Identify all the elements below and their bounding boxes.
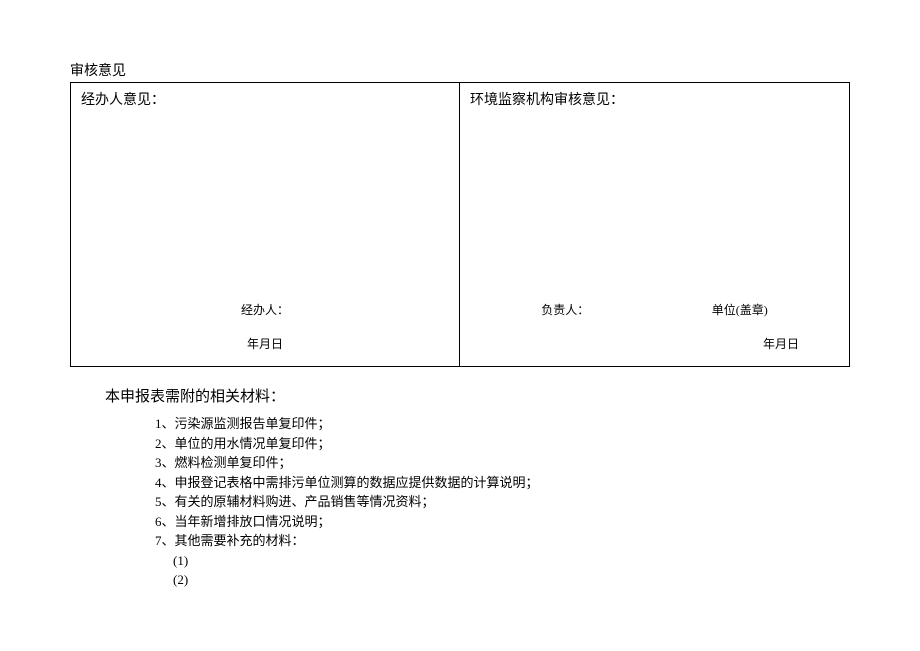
list-item: 5、有关的原辅材料购进、产品销售等情况资料； xyxy=(155,492,850,512)
handler-signature-row: 经办人： xyxy=(71,301,459,318)
agency-signer-label: 负责人： xyxy=(541,301,589,318)
list-item: 4、申报登记表格中需排污单位测算的数据应提供数据的计算说明； xyxy=(155,473,850,493)
section-title: 审核意见 xyxy=(70,60,850,80)
handler-signer-label: 经办人： xyxy=(241,301,289,318)
list-sub-item: (1) xyxy=(155,551,850,571)
handler-date: 年月日 xyxy=(71,335,459,352)
review-cell-handler: 经办人意见： 经办人： 年月日 xyxy=(71,83,460,366)
list-item: 3、燃料检测单复印件； xyxy=(155,453,850,473)
review-table: 经办人意见： 经办人： 年月日 环境监察机构审核意见： 负责人： 单位(盖章) … xyxy=(70,82,850,367)
agency-stamp-label: 单位(盖章) xyxy=(712,301,768,318)
list-item: 6、当年新增排放口情况说明； xyxy=(155,512,850,532)
list-item: 1、污染源监测报告单复印件； xyxy=(155,414,850,434)
materials-list: 1、污染源监测报告单复印件； 2、单位的用水情况单复印件； 3、燃料检测单复印件… xyxy=(105,414,850,590)
list-item: 7、其他需要补充的材料： xyxy=(155,531,850,551)
materials-title: 本申报表需附的相关材料： xyxy=(105,385,850,406)
agency-date: 年月日 xyxy=(763,335,799,352)
materials-section: 本申报表需附的相关材料： 1、污染源监测报告单复印件； 2、单位的用水情况单复印… xyxy=(70,385,850,590)
list-sub-item: (2) xyxy=(155,570,850,590)
agency-signature-row: 负责人： 单位(盖章) xyxy=(460,301,849,318)
list-item: 2、单位的用水情况单复印件； xyxy=(155,434,850,454)
review-cell-agency: 环境监察机构审核意见： 负责人： 单位(盖章) 年月日 xyxy=(460,83,849,366)
agency-opinion-title: 环境监察机构审核意见： xyxy=(470,89,839,109)
handler-opinion-title: 经办人意见： xyxy=(81,89,449,109)
